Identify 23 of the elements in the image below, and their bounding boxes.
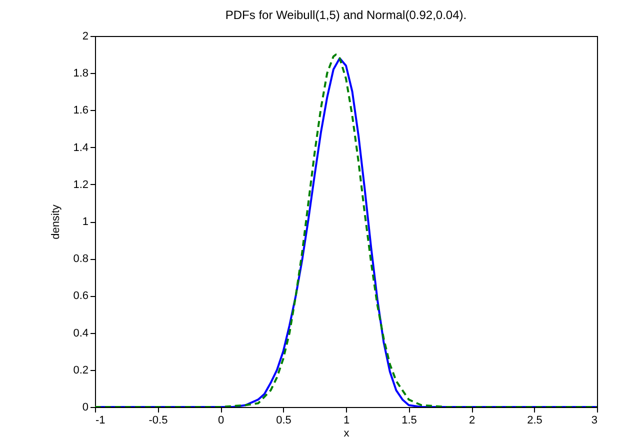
y-tick-label: 0.2 xyxy=(73,364,88,376)
y-tick-label: 1 xyxy=(82,216,88,228)
y-tick-label: 1.8 xyxy=(73,68,88,80)
x-tick-label: 0.5 xyxy=(276,414,292,426)
x-tick-label: 2.5 xyxy=(527,414,542,426)
x-axis-title: x xyxy=(344,428,350,440)
y-tick-label: 0.8 xyxy=(73,253,88,266)
x-tick-label: 1 xyxy=(343,414,350,426)
x-tick-label: 0 xyxy=(218,414,224,426)
y-tick-label: 0 xyxy=(82,402,88,414)
y-tick-label: 2 xyxy=(82,30,88,42)
x-tick-label: -0.5 xyxy=(148,414,168,426)
y-tick-label: 1.4 xyxy=(73,142,88,154)
x-tick-label: 3 xyxy=(591,414,598,426)
y-axis-title: density xyxy=(50,204,62,240)
x-tick-label: -1 xyxy=(96,414,106,426)
y-tick-label: 1.6 xyxy=(73,104,88,117)
chart-title: PDFs for Weibull(1,5) and Normal(0.92,0.04). xyxy=(225,8,467,22)
y-tick-label: 1.2 xyxy=(73,178,88,191)
y-tick-label: 0.4 xyxy=(73,327,88,340)
y-tick-label: 0.6 xyxy=(73,290,88,302)
x-tick-label: 1.5 xyxy=(402,414,417,426)
x-tick-label: 2 xyxy=(468,414,476,426)
